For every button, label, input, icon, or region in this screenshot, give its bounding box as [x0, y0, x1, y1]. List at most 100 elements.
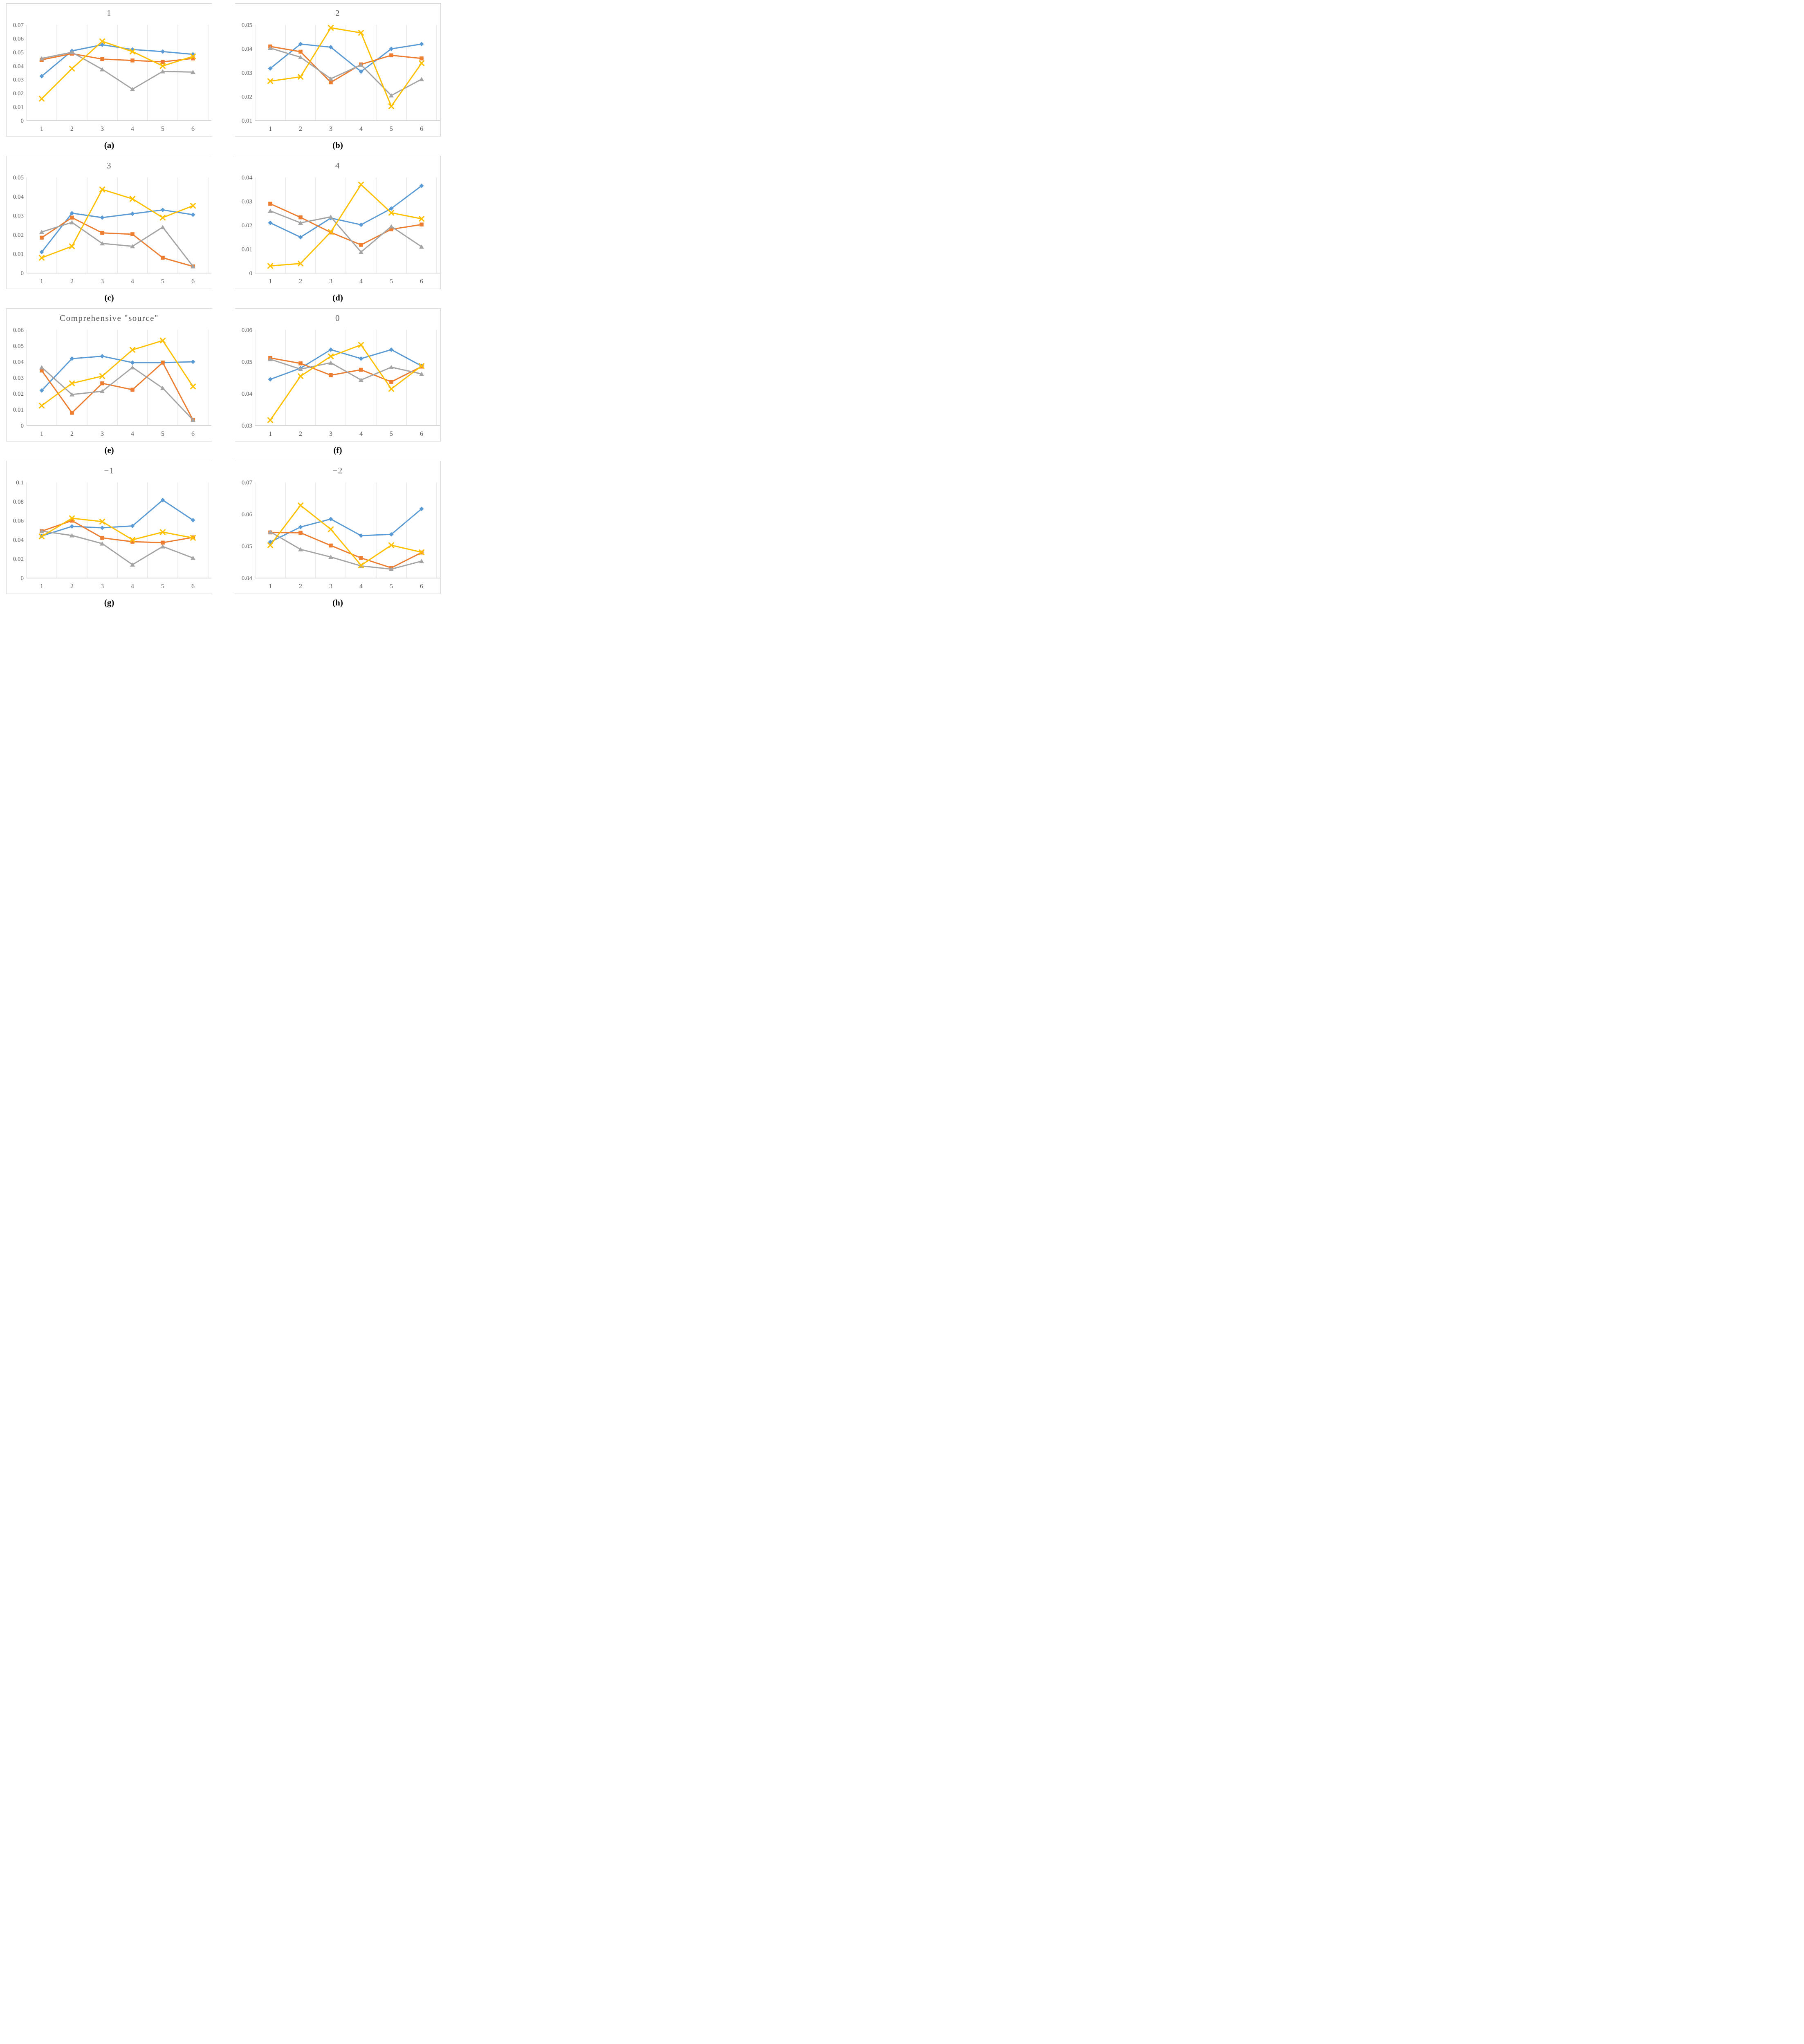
- svg-text:0.05: 0.05: [242, 359, 252, 365]
- chart-cell-a: 1 0 0.01 0.02 0.03 0.04 0.05 0.06 0.07 1 2 3 4 5 6 (a…: [5, 3, 213, 156]
- svg-text:0: 0: [21, 423, 24, 429]
- svg-text:6: 6: [420, 583, 423, 590]
- chart-box-d: 4 0 0.01 0.02 0.03 0.04 1 2 3 4 5 6: [235, 156, 441, 289]
- svg-text:0: 0: [249, 270, 253, 277]
- svg-text:0.04: 0.04: [13, 359, 24, 365]
- svg-text:0.02: 0.02: [13, 556, 24, 563]
- svg-text:0.01: 0.01: [242, 118, 252, 124]
- svg-text:0.05: 0.05: [242, 543, 252, 550]
- svg-text:0.04: 0.04: [13, 63, 24, 69]
- svg-text:1: 1: [269, 278, 272, 285]
- svg-text:0.07: 0.07: [13, 22, 24, 29]
- svg-text:0.03: 0.03: [242, 70, 252, 76]
- svg-text:0.08: 0.08: [13, 499, 24, 505]
- line-chart-canvas: 0.04 0.05 0.06 0.07 1 2 3 4 5 6: [242, 480, 440, 590]
- chart-box-a: 1 0 0.01 0.02 0.03 0.04 0.05 0.06 0.07 1 2 3 4 5 6: [6, 3, 212, 137]
- svg-text:2: 2: [299, 278, 302, 285]
- svg-text:0.02: 0.02: [242, 222, 252, 229]
- svg-text:0.06: 0.06: [13, 327, 24, 334]
- chart-title: 1: [107, 8, 112, 18]
- svg-text:0.04: 0.04: [242, 391, 253, 397]
- svg-text:2: 2: [299, 126, 302, 132]
- chart-caption: (g): [104, 598, 114, 607]
- chart-title: Comprehensive "source": [59, 313, 159, 323]
- chart-caption: (c): [104, 293, 114, 303]
- line-chart-canvas: 0 0.01 0.02 0.03 0.04 0.05 0.06 1 2 3 4 5 6: [13, 327, 211, 437]
- svg-text:0.03: 0.03: [13, 213, 24, 220]
- line-chart-canvas: 0.01 0.02 0.03 0.04 0.05 1 2 3 4 5 6: [242, 22, 440, 132]
- svg-text:0.07: 0.07: [242, 480, 253, 486]
- svg-text:1: 1: [40, 278, 43, 285]
- svg-text:1: 1: [269, 583, 272, 590]
- chart-cell-d: 4 0 0.01 0.02 0.03 0.04 1 2 3 4 5 6 (d): [233, 156, 442, 308]
- chart-cell-c: 3 0 0.01 0.02 0.03 0.04 0.05 1 2 3 4 5 6 (c): [5, 156, 213, 308]
- chart-title: 3: [107, 161, 112, 170]
- chart-box-f: 0 0.03 0.04 0.05 0.06 1 2 3 4 5 6: [235, 308, 441, 442]
- svg-text:3: 3: [329, 430, 332, 437]
- svg-text:5: 5: [390, 126, 393, 132]
- svg-text:0.04: 0.04: [13, 537, 24, 543]
- svg-text:0.02: 0.02: [242, 94, 252, 101]
- svg-text:2: 2: [70, 430, 74, 437]
- svg-text:0: 0: [21, 270, 24, 277]
- svg-text:1: 1: [40, 430, 43, 437]
- svg-text:3: 3: [101, 430, 104, 437]
- svg-text:4: 4: [131, 583, 134, 590]
- chart-caption: (e): [104, 445, 114, 455]
- svg-text:3: 3: [101, 583, 104, 590]
- svg-text:0.06: 0.06: [13, 36, 24, 42]
- svg-text:1: 1: [40, 583, 43, 590]
- chart-cell-f: 0 0.03 0.04 0.05 0.06 1 2 3 4 5 6 (f): [233, 308, 442, 461]
- chart-caption: (f): [333, 445, 342, 455]
- svg-text:4: 4: [359, 430, 363, 437]
- svg-text:0.01: 0.01: [13, 251, 24, 258]
- svg-text:0.01: 0.01: [242, 247, 252, 253]
- svg-text:0.06: 0.06: [13, 518, 24, 524]
- svg-text:0.06: 0.06: [242, 511, 253, 518]
- svg-text:3: 3: [329, 583, 332, 590]
- svg-text:4: 4: [131, 278, 134, 285]
- svg-text:5: 5: [161, 430, 164, 437]
- chart-caption: (d): [332, 293, 343, 303]
- svg-text:6: 6: [420, 278, 423, 285]
- svg-text:3: 3: [329, 126, 332, 132]
- svg-text:5: 5: [161, 126, 164, 132]
- line-chart-canvas: 0 0.02 0.04 0.06 0.08 0.1 1 2 3 4 5 6: [13, 480, 211, 590]
- svg-text:0.03: 0.03: [242, 199, 252, 205]
- chart-cell-h: −2 0.04 0.05 0.06 0.07 1 2 3 4 5 6 (h): [233, 461, 442, 613]
- svg-text:1: 1: [40, 126, 43, 132]
- line-chart-canvas: 0.03 0.04 0.05 0.06 1 2 3 4 5 6: [242, 327, 440, 437]
- chart-caption: (h): [332, 598, 343, 607]
- chart-cell-b: 2 0.01 0.02 0.03 0.04 0.05 1 2 3 4 5 6 (b): [233, 3, 442, 156]
- chart-caption: (b): [332, 140, 343, 150]
- svg-text:3: 3: [101, 278, 104, 285]
- svg-text:0.02: 0.02: [13, 90, 24, 97]
- svg-text:0.01: 0.01: [13, 104, 24, 111]
- chart-box-e: Comprehensive "source" 0 0.01 0.02 0.03 0.04…: [6, 308, 212, 442]
- svg-text:0.04: 0.04: [242, 575, 253, 582]
- svg-text:1: 1: [269, 126, 272, 132]
- svg-text:6: 6: [191, 126, 195, 132]
- svg-text:2: 2: [70, 583, 74, 590]
- svg-text:0.05: 0.05: [242, 22, 252, 29]
- line-chart-canvas: 0 0.01 0.02 0.03 0.04 0.05 1 2 3 4 5 6: [13, 175, 211, 285]
- svg-text:6: 6: [191, 430, 195, 437]
- svg-text:5: 5: [161, 583, 164, 590]
- chart-box-g: −1 0 0.02 0.04 0.06 0.08 0.1 1 2 3 4 5 6: [6, 461, 212, 594]
- svg-text:0.05: 0.05: [13, 175, 24, 181]
- chart-title: 2: [335, 8, 340, 18]
- svg-text:0.05: 0.05: [13, 343, 24, 350]
- svg-text:0.05: 0.05: [13, 49, 24, 56]
- chart-box-c: 3 0 0.01 0.02 0.03 0.04 0.05 1 2 3 4 5 6: [6, 156, 212, 289]
- svg-text:0.04: 0.04: [13, 194, 24, 200]
- svg-text:6: 6: [191, 583, 195, 590]
- chart-cell-e: Comprehensive "source" 0 0.01 0.02 0.03 0.04…: [5, 308, 213, 461]
- svg-text:6: 6: [420, 126, 423, 132]
- svg-text:4: 4: [131, 430, 134, 437]
- svg-text:2: 2: [70, 278, 74, 285]
- svg-text:2: 2: [299, 583, 302, 590]
- svg-text:4: 4: [359, 126, 363, 132]
- svg-text:6: 6: [191, 278, 195, 285]
- svg-text:5: 5: [161, 278, 164, 285]
- svg-text:4: 4: [359, 583, 363, 590]
